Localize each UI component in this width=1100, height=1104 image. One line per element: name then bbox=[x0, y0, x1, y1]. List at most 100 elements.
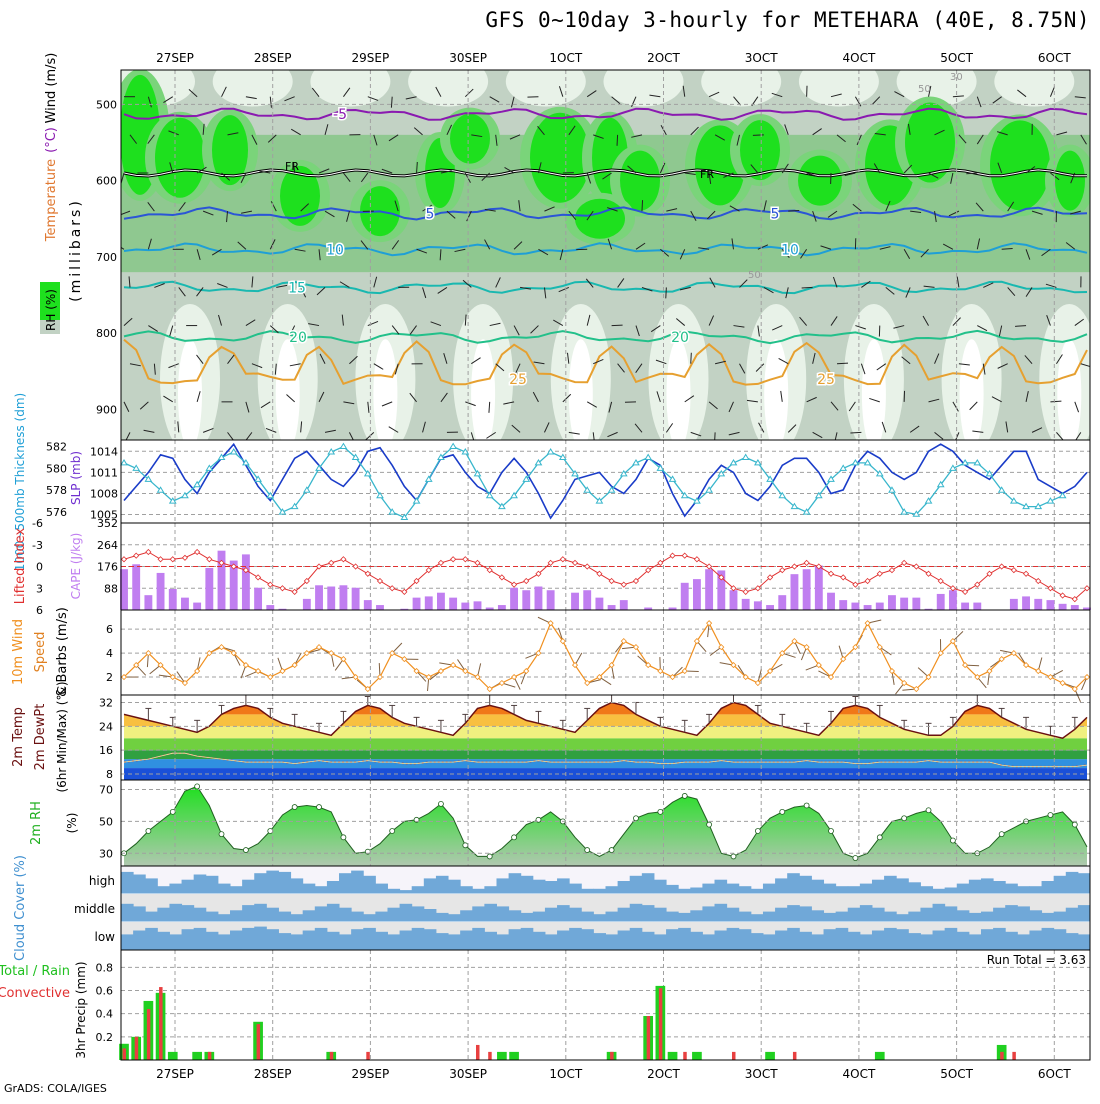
rh-marker bbox=[1048, 813, 1053, 818]
li-marker bbox=[853, 582, 858, 587]
rh-marker bbox=[585, 848, 590, 853]
thickness-marker bbox=[450, 444, 456, 449]
precip-convective-bar bbox=[123, 1048, 127, 1060]
rh-marker bbox=[926, 808, 931, 813]
cape-bar bbox=[315, 585, 323, 610]
cloud-cell bbox=[436, 913, 449, 922]
cloud-cell bbox=[775, 931, 788, 951]
cloud-cell bbox=[291, 934, 304, 950]
cape-bar bbox=[193, 603, 201, 610]
wind-speed-marker bbox=[512, 675, 517, 680]
cloud-cell bbox=[884, 928, 897, 950]
rh-dry-core bbox=[667, 339, 691, 449]
li-marker bbox=[999, 564, 1004, 569]
wind-barb bbox=[666, 287, 667, 298]
li-marker bbox=[341, 557, 346, 562]
wind-speed-marker bbox=[219, 645, 224, 650]
cloud-cell bbox=[969, 880, 982, 894]
precip-convective-bar bbox=[257, 1024, 261, 1060]
cloud-cell bbox=[1042, 913, 1055, 922]
cloud-cell bbox=[848, 932, 861, 950]
date-label-top: 27SEP bbox=[156, 51, 194, 65]
cloud-plot bbox=[121, 866, 1091, 950]
cloud-cell bbox=[1017, 906, 1030, 922]
cloud-cell bbox=[593, 933, 606, 950]
cloud-cell bbox=[291, 878, 304, 894]
cloud-cell bbox=[266, 871, 279, 894]
rh-marker bbox=[341, 835, 346, 840]
cape-bar bbox=[303, 599, 311, 610]
temp-band bbox=[121, 738, 1090, 750]
wind-speed-marker bbox=[317, 645, 322, 650]
cloud-cell bbox=[339, 873, 352, 894]
li-marker bbox=[365, 571, 370, 576]
cloud-cell bbox=[836, 886, 849, 894]
li-marker bbox=[280, 586, 285, 591]
cloud-cell bbox=[799, 906, 812, 922]
li-marker bbox=[780, 568, 785, 573]
cape-tick-label: 264 bbox=[97, 539, 118, 552]
li-marker bbox=[914, 564, 919, 569]
li-marker bbox=[658, 560, 663, 565]
li-marker bbox=[865, 579, 870, 584]
rh-marker bbox=[390, 828, 395, 833]
rh-tick-label: 50 bbox=[99, 815, 113, 828]
cape-bar bbox=[449, 598, 457, 610]
cloud-cell bbox=[472, 889, 485, 894]
cape-bar bbox=[876, 603, 884, 610]
li-marker bbox=[256, 575, 261, 580]
cloud-cell bbox=[993, 881, 1006, 894]
rh-marker bbox=[731, 854, 736, 859]
precip-convective-bar bbox=[610, 1052, 614, 1060]
cape-bar bbox=[327, 587, 335, 610]
credit-label: GrADS: COLA/IGES bbox=[4, 1082, 107, 1095]
cape-bar bbox=[425, 596, 433, 610]
cloud-cell bbox=[811, 880, 824, 894]
cloud-cell bbox=[206, 912, 219, 922]
cloud-cell bbox=[1078, 905, 1091, 922]
cloud-cell bbox=[557, 905, 570, 922]
li-marker bbox=[451, 557, 456, 562]
temp-bands bbox=[121, 679, 1090, 780]
isotherm-label: 5 bbox=[771, 206, 780, 222]
cloud-cell bbox=[509, 929, 522, 950]
cloud-cell bbox=[642, 932, 655, 950]
cloud-cell bbox=[145, 878, 158, 894]
rh-marker bbox=[780, 809, 785, 814]
date-label-bottom: 4OCT bbox=[843, 1067, 876, 1081]
pressure-tick-label: 600 bbox=[96, 175, 117, 188]
cape-bar bbox=[888, 595, 896, 610]
wind-speed-line bbox=[124, 623, 1087, 689]
cloud-cell bbox=[351, 929, 364, 950]
isotherm-label: 20 bbox=[671, 330, 689, 346]
date-label-bottom: 1OCT bbox=[549, 1067, 582, 1081]
rh-marker bbox=[268, 828, 273, 833]
cloud-cell bbox=[484, 932, 497, 950]
cape-bar bbox=[547, 590, 555, 610]
wind-speed-marker bbox=[1060, 681, 1065, 686]
wind-label: Wind (m/s) bbox=[44, 53, 59, 124]
cloud-cell bbox=[496, 906, 509, 922]
cape-bar bbox=[144, 595, 152, 610]
precip-convective-bar bbox=[135, 1037, 139, 1060]
cape-bar bbox=[1046, 600, 1054, 610]
cloud-cell bbox=[545, 934, 558, 950]
cloud-cell bbox=[206, 876, 219, 894]
cloud-cell bbox=[884, 912, 897, 922]
date-label-bottom: 29SEP bbox=[352, 1067, 390, 1081]
date-label-bottom: 6OCT bbox=[1038, 1067, 1071, 1081]
precip-convective-legend: Convective bbox=[0, 986, 70, 1001]
cloud-cell bbox=[957, 932, 970, 950]
slp-tick-label: 1014 bbox=[90, 445, 118, 458]
li-marker bbox=[353, 564, 358, 569]
isotherm-label: 20 bbox=[289, 330, 307, 346]
rh-saturated-blob bbox=[1055, 151, 1085, 211]
cloud-cell bbox=[751, 914, 764, 922]
cloud-cell bbox=[920, 934, 933, 950]
cape-bar bbox=[754, 601, 762, 610]
cloud-cell bbox=[484, 904, 497, 922]
cloud-cell bbox=[872, 931, 885, 951]
li-marker bbox=[207, 557, 212, 562]
cloud-cell bbox=[969, 913, 982, 922]
slp-line bbox=[124, 444, 1087, 518]
